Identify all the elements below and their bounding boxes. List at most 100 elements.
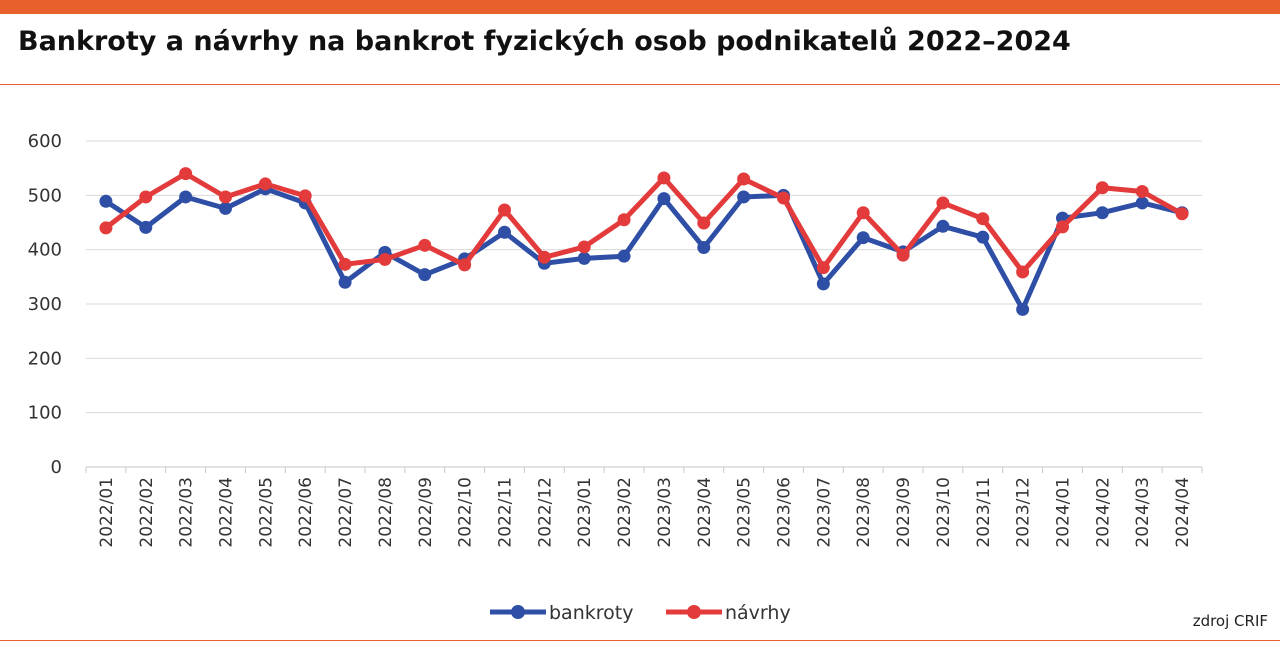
data-point [1175, 207, 1189, 221]
x-tick-label: 2023/02 [615, 477, 635, 548]
data-point [1095, 206, 1109, 220]
x-tick-label: 2022/07 [336, 477, 356, 548]
data-point [418, 238, 432, 252]
x-tick-label: 2023/09 [894, 477, 914, 548]
data-point [856, 231, 870, 245]
data-point [99, 194, 113, 208]
data-point [1095, 181, 1109, 195]
data-point [737, 172, 751, 186]
x-tick-label: 2022/01 [97, 477, 117, 548]
source-note: zdroj CRIF [1192, 612, 1268, 630]
x-tick-label: 2023/06 [775, 477, 795, 548]
x-tick-label: 2022/06 [296, 477, 316, 548]
data-point [258, 177, 272, 191]
data-point [617, 249, 631, 263]
y-axis-ticks: 0 100 200 300 400 500 600 [28, 131, 62, 478]
x-tick-label: 2024/04 [1173, 477, 1193, 548]
x-tick-label: 2022/12 [535, 477, 555, 548]
x-tick-label: 2022/04 [217, 477, 237, 548]
x-tick-label: 2022/05 [256, 477, 276, 548]
y-tick-label: 200 [28, 348, 62, 369]
y-tick-label: 300 [28, 294, 62, 315]
series-line [103, 186, 1185, 312]
data-point [577, 251, 591, 265]
data-point [777, 191, 790, 205]
title-divider [0, 84, 1280, 85]
data-point [936, 196, 950, 210]
y-tick-label: 100 [28, 403, 62, 424]
x-tick-label: 2023/11 [974, 477, 994, 548]
series-line [103, 171, 1185, 275]
bottom-divider [0, 640, 1280, 641]
y-tick-label: 0 [51, 457, 62, 478]
data-point [537, 250, 551, 264]
x-tick-label: 2022/10 [456, 477, 476, 548]
data-point [219, 201, 232, 215]
x-tick-label: 2022/11 [496, 477, 516, 548]
data-point [697, 216, 711, 230]
series-navrhy [99, 167, 1189, 279]
legend-marker [687, 605, 701, 619]
legend-marker [511, 605, 525, 619]
top-accent-bar [0, 0, 1280, 14]
legend-label: návrhy [725, 602, 791, 624]
data-point [577, 240, 591, 254]
data-point [936, 219, 950, 233]
data-point [338, 257, 352, 271]
x-tick-label: 2022/09 [416, 477, 436, 548]
data-point [1135, 196, 1149, 210]
data-point [856, 206, 870, 220]
x-tick-label: 2023/03 [655, 477, 675, 548]
data-point [1056, 220, 1069, 234]
data-point [498, 225, 511, 239]
x-tick-label: 2022/08 [376, 477, 396, 548]
x-tick-label: 2024/02 [1093, 477, 1113, 548]
data-point [139, 220, 153, 234]
data-point [498, 203, 511, 217]
data-point [737, 190, 751, 204]
data-point [1016, 265, 1030, 279]
data-point [657, 171, 671, 185]
x-tick-label: 2024/01 [1054, 477, 1074, 548]
chart-title: Bankroty a návrhy na bankrot fyzických o… [18, 26, 1071, 57]
data-point [99, 221, 113, 235]
x-tick-label: 2023/04 [695, 477, 715, 548]
y-tick-label: 400 [28, 240, 62, 261]
x-tick-label: 2022/03 [177, 477, 197, 548]
x-tick-label: 2023/12 [1014, 477, 1034, 548]
data-point [179, 167, 193, 181]
legend-item: návrhy [666, 602, 791, 624]
y-tick-label: 500 [28, 185, 62, 206]
x-axis-ticks: 2022/01 2022/02 2022/03 2022/04 2022/05 2022/… [85, 467, 1203, 548]
series [99, 167, 1189, 316]
x-tick-label: 2022/02 [137, 477, 157, 548]
data-point [976, 212, 990, 226]
data-point [219, 190, 232, 204]
data-point [378, 252, 392, 266]
data-point [976, 230, 990, 244]
data-point [418, 268, 432, 282]
x-tick-label: 2024/03 [1133, 477, 1153, 548]
x-tick-label: 2023/10 [934, 477, 954, 548]
data-point [1135, 185, 1149, 199]
data-point [816, 277, 830, 291]
y-tick-label: 600 [28, 131, 62, 152]
legend-label: bankroty [549, 602, 633, 624]
legend-item: bankroty [490, 602, 633, 624]
data-point [697, 240, 711, 254]
data-point [816, 261, 830, 275]
x-tick-label: 2023/07 [814, 477, 834, 548]
data-point [139, 190, 153, 204]
data-point [458, 258, 472, 272]
legend: bankroty návrhy [490, 602, 791, 624]
data-point [298, 189, 312, 203]
x-tick-label: 2023/08 [854, 477, 874, 548]
data-point [896, 248, 910, 262]
data-point [1016, 302, 1030, 316]
x-tick-label: 2023/01 [575, 477, 595, 548]
data-point [338, 275, 352, 289]
data-point [617, 213, 631, 227]
data-point [179, 190, 193, 204]
data-point [657, 192, 671, 206]
